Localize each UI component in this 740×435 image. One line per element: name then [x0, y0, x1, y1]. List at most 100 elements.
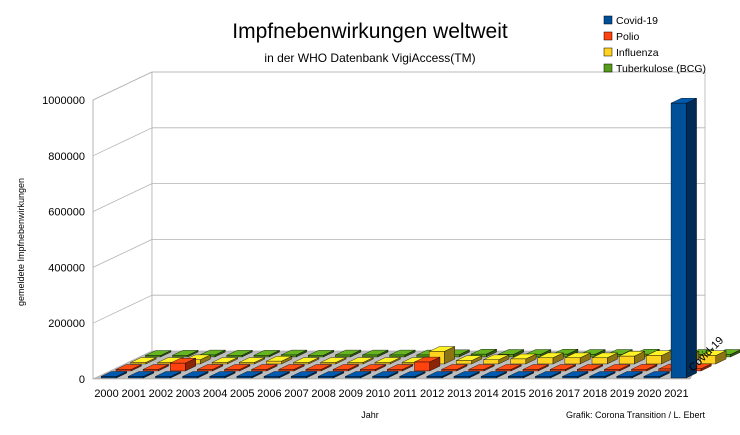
- bar-polio-2018: [604, 364, 631, 372]
- bar-tuberkulose-bcg-2009: [389, 349, 416, 358]
- bar-polio-2000: [115, 364, 142, 372]
- bar-front: [591, 357, 608, 365]
- x-tick-label: 2021: [664, 388, 688, 400]
- bar-covid-19-2018: [589, 371, 616, 379]
- x-tick-label: 2000: [94, 388, 118, 400]
- legend-swatch: [603, 31, 613, 41]
- bar-front: [562, 376, 578, 379]
- bar-covid-19-2012: [426, 371, 453, 379]
- x-tick-label: 2003: [176, 388, 200, 400]
- x-tick-label: 2009: [339, 388, 363, 400]
- bar-front: [253, 355, 270, 358]
- bar-front: [347, 362, 364, 365]
- bar-front: [372, 376, 388, 379]
- bar-polio-2007: [305, 364, 332, 372]
- bar-covid-19-2014: [480, 371, 507, 379]
- chart-axes: 0 200000 400000 600000 800000 1000000 2000 2001…: [42, 95, 689, 400]
- bar-front: [399, 376, 416, 379]
- bar-front: [453, 376, 470, 379]
- bar-front: [278, 369, 295, 372]
- bar-covid-19-2008: [318, 371, 344, 379]
- x-tick-label: 2019: [610, 388, 634, 400]
- y-tick-label: 400000: [48, 262, 85, 274]
- bar-front: [577, 369, 593, 372]
- bar-front: [172, 355, 188, 358]
- bar-influenza-2000: [130, 357, 157, 365]
- bar-influenza-2014: [510, 353, 537, 365]
- bar-covid-19-2007: [290, 371, 317, 379]
- bar-front: [646, 355, 662, 365]
- bar-front: [239, 362, 255, 365]
- gridline: [92, 183, 153, 212]
- bar-polio-2008: [332, 364, 359, 372]
- bar-front: [537, 357, 554, 365]
- bar-front: [142, 369, 159, 372]
- legend-swatch: [603, 15, 613, 25]
- y-tick-label: 600000: [48, 207, 85, 219]
- bar-front: [170, 362, 186, 372]
- bar-polio-2011: [414, 356, 441, 372]
- bar-front: [211, 362, 228, 365]
- bar-front: [604, 369, 620, 372]
- bar-influenza-2005: [266, 355, 293, 365]
- legend-label: Influenza: [616, 47, 659, 59]
- bar-influenza-2009: [374, 357, 401, 365]
- bar-covid-19-2006: [263, 371, 290, 379]
- bar-front: [224, 369, 240, 372]
- bar-front: [359, 369, 376, 372]
- bar-front: [522, 369, 539, 372]
- bar-front: [345, 376, 361, 379]
- bar-front: [293, 362, 309, 365]
- legend-label: Tuberkulose (BCG): [616, 63, 706, 75]
- bar-influenza-2013: [483, 354, 510, 365]
- bar-influenza-2021: [700, 350, 727, 365]
- bar-front: [318, 376, 334, 379]
- bar-front: [456, 360, 472, 365]
- bar-influenza-2012: [456, 355, 483, 365]
- bar-covid-19-2019: [616, 371, 643, 379]
- bar-front: [441, 369, 457, 372]
- bar-front: [495, 369, 512, 372]
- bar-polio-2010: [387, 364, 414, 372]
- bar-front: [332, 369, 349, 372]
- bar-polio-2002: [170, 357, 196, 372]
- bar-covid-19-2000: [100, 371, 127, 379]
- bar-front: [290, 376, 307, 379]
- chart-subtitle: in der WHO Datenbank VigiAccess(TM): [264, 51, 475, 65]
- bar-tuberkulose-bcg-2000: [145, 350, 172, 358]
- bar-influenza-2018: [618, 350, 645, 365]
- bar-front: [483, 359, 499, 365]
- bar-polio-2009: [359, 364, 386, 372]
- x-tick-label: 2007: [284, 388, 308, 400]
- bar-front: [374, 362, 391, 365]
- chart-side-wall: [92, 71, 153, 380]
- legend-label: Polio: [616, 31, 640, 43]
- bar-front: [251, 369, 268, 372]
- x-tick-label: 2006: [257, 388, 281, 400]
- bar-influenza-2017: [591, 352, 618, 365]
- bar-front: [182, 376, 198, 379]
- bar-tuberkulose-bcg-2005: [280, 349, 307, 358]
- bar-front: [631, 369, 647, 372]
- bar-covid-19-2016: [535, 371, 562, 379]
- bar-covid-19-2020: [643, 371, 670, 379]
- bar-polio-2017: [577, 364, 603, 372]
- bar-tuberkulose-bcg-2008: [362, 349, 389, 358]
- bar-covid-19-2011: [399, 371, 426, 379]
- legend-label: Covid-19: [616, 15, 658, 27]
- x-tick-label: 2011: [393, 388, 417, 400]
- bar-front: [128, 376, 144, 379]
- bar-front: [510, 358, 526, 365]
- bar-covid-19-2010: [372, 371, 399, 379]
- y-tick-label: 0: [79, 374, 85, 386]
- bar-influenza-2015: [537, 352, 564, 365]
- bar-front: [387, 369, 403, 372]
- bar-front: [589, 376, 606, 379]
- x-tick-label: 2017: [556, 388, 580, 400]
- bar-front: [564, 357, 581, 365]
- bar-covid-19-2017: [562, 371, 589, 379]
- bar-front: [226, 355, 243, 358]
- bar-polio-2013: [468, 364, 495, 372]
- chart-walls: [92, 71, 706, 380]
